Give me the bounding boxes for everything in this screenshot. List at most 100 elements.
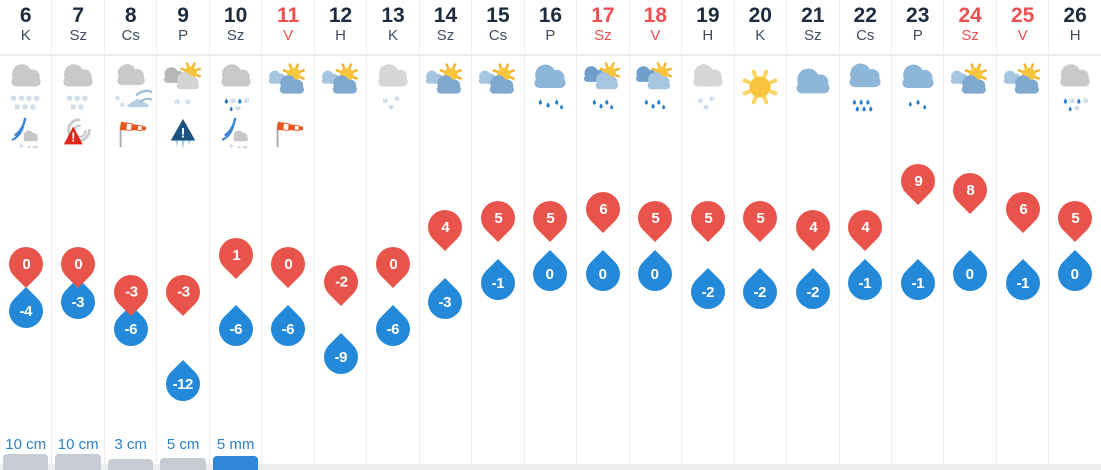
svg-text:❄: ❄ xyxy=(1082,96,1088,105)
blowing-snow-icon: ❄❄ xyxy=(114,64,153,109)
windsock-warning-icon xyxy=(119,121,146,148)
warning-icon-cell xyxy=(105,115,156,151)
day-number: 14 xyxy=(433,4,458,27)
partly-sunny-icon xyxy=(426,63,463,94)
warning-icon-cell xyxy=(892,115,943,151)
low-temp-marker: -3 xyxy=(421,277,470,327)
forecast-day-column[interactable]: 22 Cs -1 4 xyxy=(840,0,892,470)
warning-icon-cell xyxy=(840,115,891,151)
warning-icon-cell: ❄ xyxy=(210,115,261,151)
day-name: V xyxy=(650,27,661,44)
warning-icon-cell: ! xyxy=(157,115,208,151)
forecast-day-column[interactable]: 6 K ❄ ❄ ❄ ❄ ❄ ❄ ❄ ❄ -4 0 10 cm xyxy=(0,0,53,470)
precip-bar xyxy=(107,459,154,470)
forecast-day-column[interactable]: 19 H ❄ ❄ ❄ -2 5 xyxy=(682,0,735,470)
day-header: 23 P xyxy=(892,5,943,59)
day-number: 10 xyxy=(223,4,248,27)
rain-icon xyxy=(534,64,566,110)
day-name: H xyxy=(702,27,714,44)
day-header: 14 Sz xyxy=(420,5,471,59)
forecast-day-column[interactable]: 14 Sz -3 4 xyxy=(420,0,473,470)
warning-icon-cell xyxy=(787,115,838,151)
svg-text:❄: ❄ xyxy=(77,103,84,113)
day-name: Cs xyxy=(488,27,508,44)
weather-icon-cell xyxy=(472,61,523,113)
forecast-day-column[interactable]: 15 Cs -1 5 xyxy=(472,0,525,470)
forecast-day-column[interactable]: 16 P 0 5 xyxy=(525,0,578,470)
snow-icon: ❄ ❄ ❄❄ ❄ xyxy=(63,64,93,113)
day-number: 6 xyxy=(19,4,32,27)
forecast-day-column[interactable]: 21 Sz -2 4 xyxy=(787,0,840,470)
svg-text:❄: ❄ xyxy=(74,94,81,104)
forecast-day-column[interactable]: 24 Sz 0 8 xyxy=(944,0,997,470)
weather-icon-cell: ❄ ❄ xyxy=(157,61,208,113)
low-temp-marker: -1 xyxy=(473,258,522,308)
day-number: 13 xyxy=(381,4,405,27)
day-name: K xyxy=(388,27,399,44)
warning-icon-cell xyxy=(735,115,786,151)
partly-sunny-icon xyxy=(478,63,515,94)
sun-clouds-rain-icon xyxy=(583,62,620,110)
low-temp-marker: -6 xyxy=(264,304,313,354)
snow-light-icon: ❄ ❄❄ xyxy=(378,64,408,112)
day-number: 16 xyxy=(538,4,563,27)
weather-icon-cell: ❄ ❄ ❄ xyxy=(1049,61,1100,113)
weather-icon-cell xyxy=(420,61,471,113)
forecast-day-column[interactable]: 9 P ❄ ❄! -12 -3 5 cm xyxy=(157,0,210,470)
snow-light-icon: ❄ ❄❄ xyxy=(693,64,723,112)
snowdrift-warning-icon: ❄ xyxy=(221,117,248,150)
forecast-day-column[interactable]: 23 P -1 9 xyxy=(892,0,945,470)
forecast-day-column[interactable]: 13 K ❄ ❄ ❄ -6 0 xyxy=(367,0,420,470)
forecast-day-column[interactable]: 12 H -9 -2 xyxy=(315,0,368,470)
svg-text:❄: ❄ xyxy=(21,103,28,113)
low-temp-marker: -6 xyxy=(211,304,260,354)
weather-icon-cell: ❄ ❄ ❄ xyxy=(210,61,261,113)
day-number: 8 xyxy=(124,4,137,27)
svg-text:❄: ❄ xyxy=(10,94,17,104)
weather-icon-cell: ❄ ❄ ❄ xyxy=(367,61,418,113)
day-header: 24 Sz xyxy=(944,5,995,59)
low-temp-marker: -4 xyxy=(1,286,50,336)
forecast-day-column[interactable]: 11 V -6 0 xyxy=(262,0,315,470)
forecast-day-column[interactable]: 8 Cs ❄ ❄ -6 -3 3 cm xyxy=(105,0,158,470)
day-header: 8 Cs xyxy=(105,5,156,59)
weather-icon-cell xyxy=(315,61,366,113)
high-temp-marker: 0 xyxy=(264,239,313,289)
forecast-day-column[interactable]: 20 K -2 5 xyxy=(735,0,788,470)
high-temp-marker: 0 xyxy=(368,239,418,289)
sleet-icon: ❄ ❄❄ xyxy=(220,64,251,113)
svg-text:❄: ❄ xyxy=(229,143,234,150)
high-temp-marker: 5 xyxy=(1051,193,1100,243)
high-temp-marker: 0 xyxy=(1,239,50,289)
svg-text:❄: ❄ xyxy=(703,103,709,112)
forecast-day-column[interactable]: 25 V -1 6 xyxy=(997,0,1050,470)
day-name: K xyxy=(755,27,766,44)
day-name: Cs xyxy=(856,27,875,44)
day-header: 25 V xyxy=(997,5,1048,59)
day-header: 17 Sz xyxy=(577,5,628,59)
svg-text:!: ! xyxy=(71,130,75,145)
weather-icon-cell xyxy=(630,61,681,113)
high-temp-marker: 4 xyxy=(421,202,470,252)
day-name: V xyxy=(1017,27,1028,44)
sun-clouds-rain-icon xyxy=(636,62,673,110)
day-header: 11 V xyxy=(262,5,313,59)
forecast-day-column[interactable]: 7 Sz ❄ ❄ ❄ ❄ ❄! -3 0 10 cm xyxy=(52,0,105,470)
day-number: 22 xyxy=(853,4,877,27)
sun-clouds-snow-icon: ❄ ❄ xyxy=(164,62,202,106)
day-number: 9 xyxy=(177,4,189,27)
svg-text:❄: ❄ xyxy=(185,97,191,106)
day-header: 16 P xyxy=(525,5,576,59)
weather-icon-cell xyxy=(944,61,995,113)
forecast-day-column[interactable]: 10 Sz ❄ ❄ ❄ ❄ -6 1 5 mm xyxy=(210,0,263,470)
forecast-day-column[interactable]: 18 V 0 5 xyxy=(630,0,683,470)
warning-icon-cell xyxy=(315,115,366,151)
forecast-day-column[interactable]: 26 H ❄ ❄ ❄ 0 5 xyxy=(1049,0,1100,470)
forecast-day-column[interactable]: 17 Sz 0 6 xyxy=(577,0,630,470)
high-temp-marker: 5 xyxy=(473,193,522,243)
header-divider xyxy=(0,54,1101,56)
weather-icon-cell xyxy=(997,61,1048,113)
warning-icon-cell xyxy=(630,115,681,151)
precip-amount-label: 10 cm xyxy=(5,436,47,453)
